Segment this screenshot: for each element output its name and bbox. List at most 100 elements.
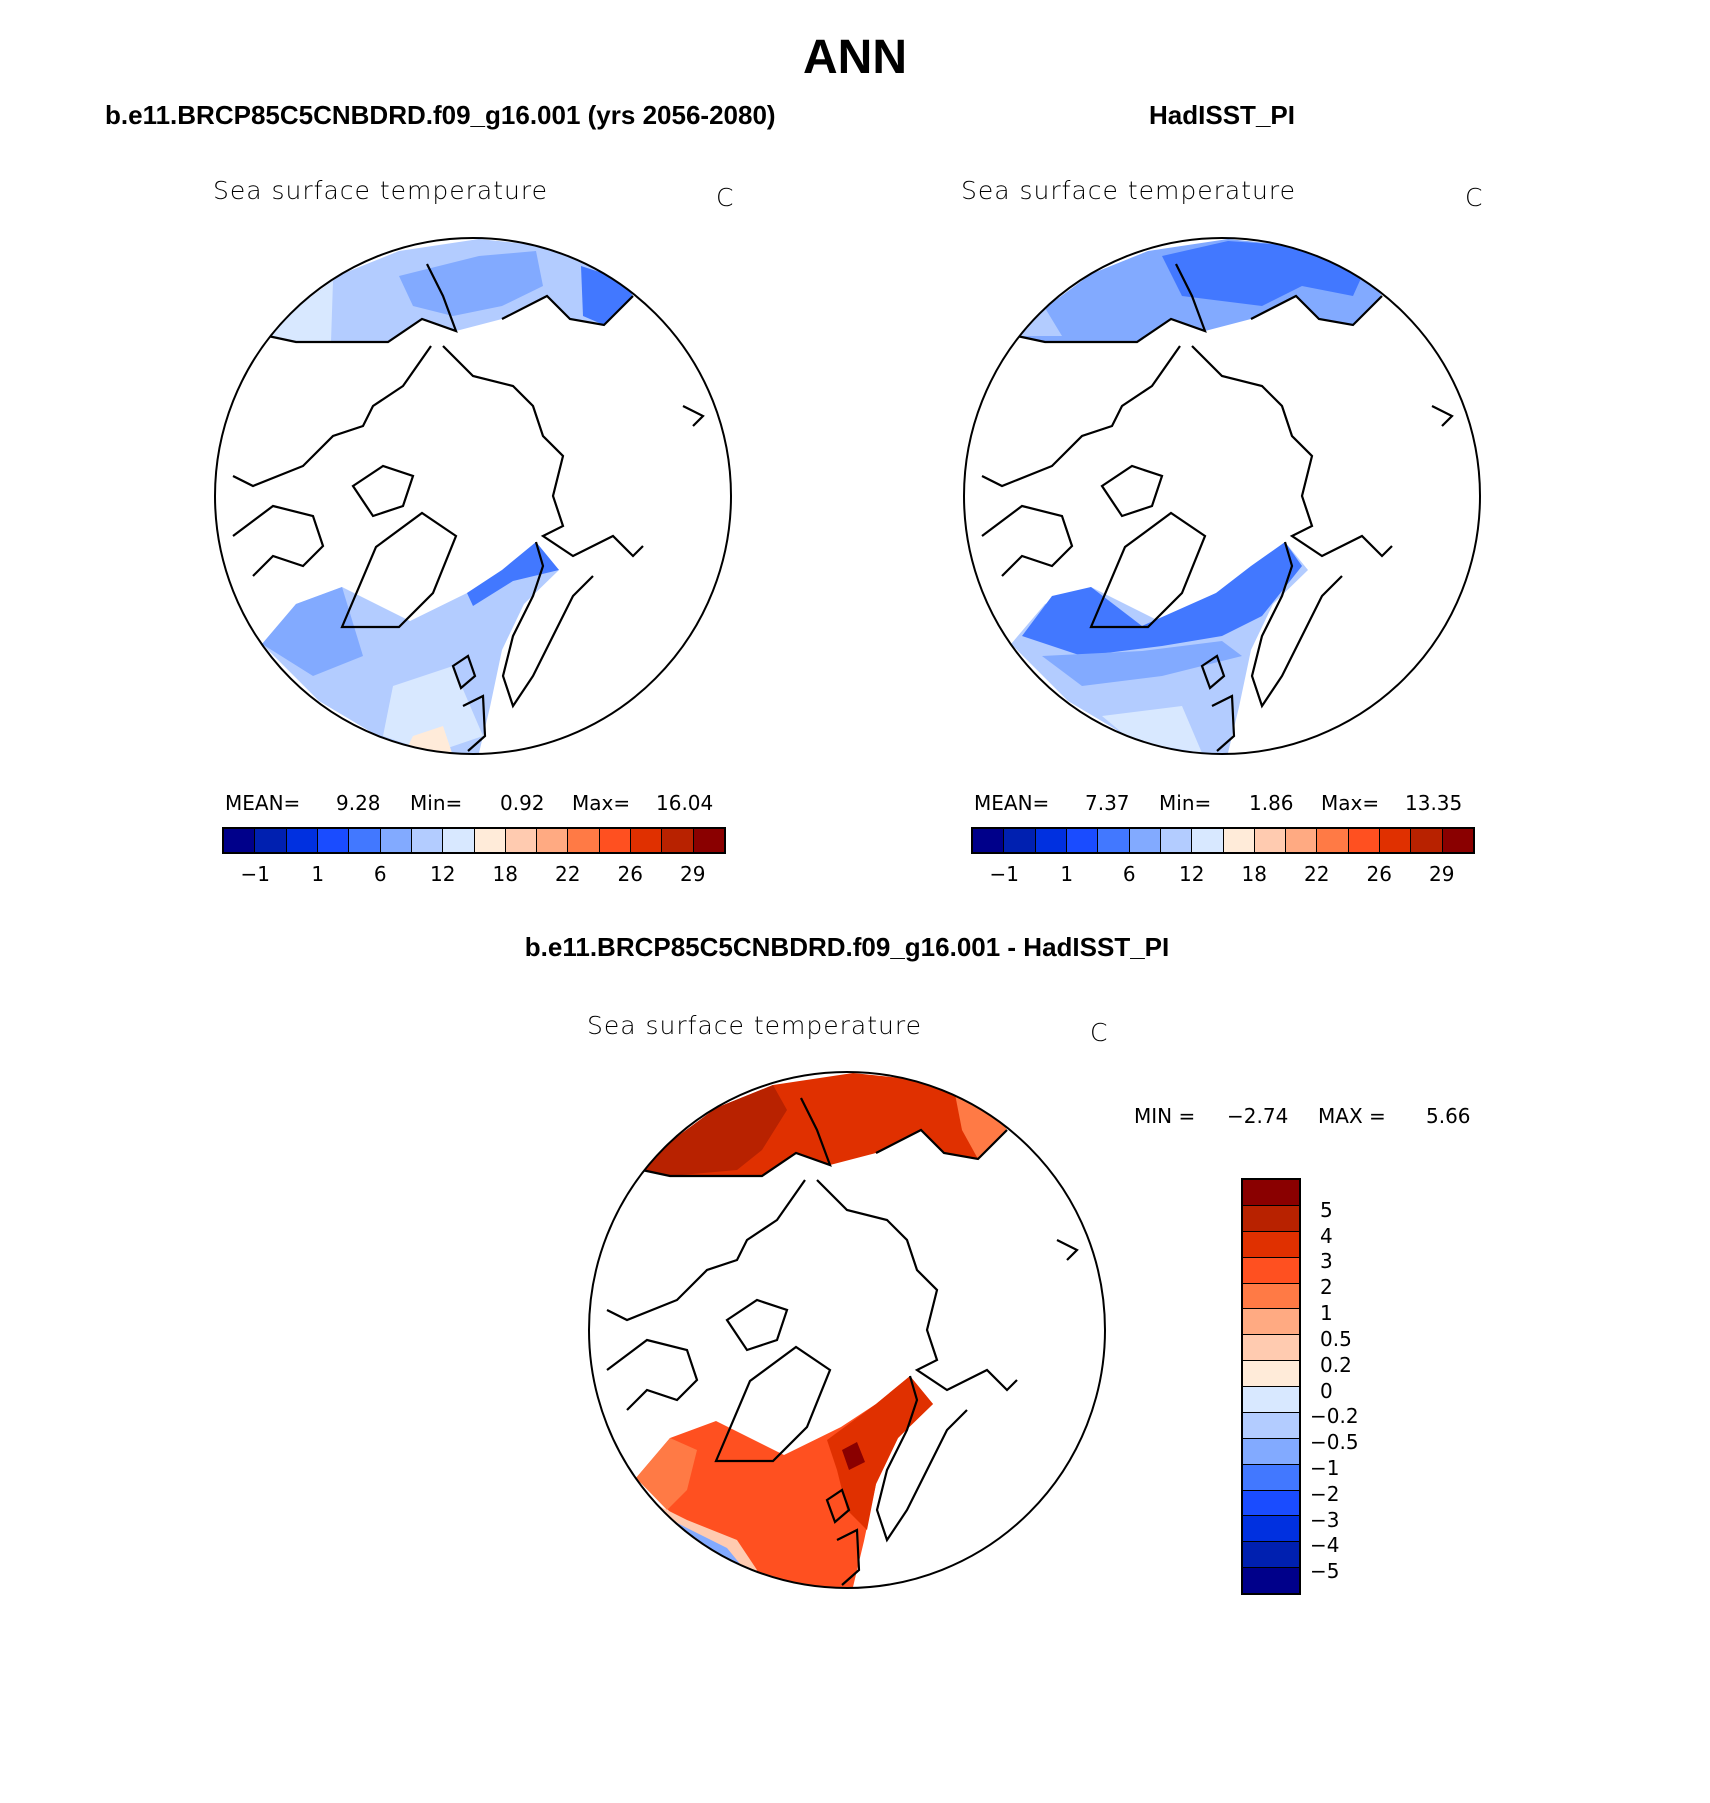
colorbar-box — [505, 829, 538, 852]
colorbar-box — [599, 829, 632, 852]
colorbar-tick-label: −1 — [989, 862, 1019, 886]
colorbar-tick-label: 26 — [617, 862, 643, 886]
colorbar-tick-label: 0 — [1320, 1378, 1333, 1403]
colorbar-tick-label: 29 — [680, 862, 706, 886]
panel2-min-label: Min= — [1159, 791, 1212, 815]
colorbar-box — [568, 829, 600, 852]
panel1-mean-label: MEAN= — [225, 791, 301, 815]
panel2-mean-value: 7.37 — [1085, 791, 1130, 815]
atlantic-sst-cold — [262, 587, 363, 676]
pacific-sst-cold — [1162, 241, 1362, 306]
colorbar-tick-label: 0.5 — [1320, 1326, 1352, 1351]
map-boundary — [588, 1071, 1106, 1589]
colorbar-tick-label: 6 — [373, 862, 387, 886]
colorbar-box — [1254, 829, 1287, 852]
colorbar-box — [1442, 829, 1473, 852]
colorbar-tick-label: 3 — [1320, 1249, 1333, 1274]
colorbar-box — [1317, 829, 1349, 852]
colorbar-tick-label: 1 — [311, 862, 325, 886]
panel1-variable: Sea surface temperature — [213, 176, 548, 205]
colorbar-box — [1243, 1542, 1299, 1569]
colorbar-box — [286, 829, 318, 852]
pacific-anomaly-strong — [642, 1085, 787, 1176]
panel1-mean-value: 9.28 — [336, 791, 381, 815]
colorbar-box — [1160, 829, 1193, 852]
colorbar-box — [1243, 1412, 1299, 1439]
colorbar-tick-label: −1 — [240, 862, 270, 886]
colorbar-tick-label: 18 — [492, 862, 518, 886]
panel2-min-value: 1.86 — [1249, 791, 1294, 815]
colorbar-box — [380, 829, 412, 852]
map-boundary — [214, 237, 732, 755]
diff-subtitle: b.e11.BRCP85C5CNBDRD.f09_g16.001 - HadIS… — [524, 932, 1170, 962]
colorbar-box — [255, 829, 287, 852]
colorbar-tick-label: −3 — [1310, 1507, 1340, 1532]
panel2-subtitle: HadISST_PI — [1149, 100, 1295, 130]
atlantic-anomaly-strong — [827, 1376, 933, 1530]
colorbar-box — [1223, 829, 1255, 852]
colorbar-box — [349, 829, 381, 852]
colorbar-tick-label: 1 — [1320, 1301, 1333, 1326]
panel1-subtitle: b.e11.BRCP85C5CNBDRD.f09_g16.001 (yrs 20… — [105, 100, 776, 130]
panel1-max-label: Max= — [572, 791, 631, 815]
panel2-units: C — [1465, 183, 1484, 212]
colorbar-box — [1411, 829, 1443, 852]
colorbar-tick-label: −0.5 — [1310, 1430, 1359, 1455]
atlantic-anomaly-weak — [636, 1438, 697, 1510]
colorbar-box — [317, 829, 350, 852]
colorbar-box — [1243, 1180, 1299, 1206]
colorbar-box — [1004, 829, 1036, 852]
colorbar-box — [1243, 1309, 1299, 1336]
colorbar-box — [1243, 1335, 1299, 1362]
colorbar-tick-label: 1 — [1060, 862, 1074, 886]
figure-title: ANN — [803, 31, 907, 84]
diff-min-label: MIN = — [1134, 1104, 1196, 1128]
atlantic-sst-coldest — [467, 542, 559, 606]
colorbar-box — [1243, 1283, 1299, 1310]
colorbar-box — [1243, 1387, 1299, 1413]
colorbar-box — [1066, 829, 1099, 852]
colorbar-box — [1243, 1438, 1299, 1465]
panel1-max-value: 16.04 — [656, 791, 714, 815]
map-boundary — [963, 237, 1481, 755]
colorbar-box — [1243, 1361, 1299, 1387]
colorbar-tick-label: 18 — [1241, 862, 1267, 886]
colorbar-tick-label: 4 — [1320, 1223, 1333, 1248]
colorbar-box — [411, 829, 444, 852]
colorbar-tick-label: 22 — [555, 862, 581, 886]
colorbar-tick-label: −5 — [1310, 1559, 1340, 1584]
colorbar-box — [1348, 829, 1381, 852]
diff-colorbar — [1241, 1178, 1301, 1595]
colorbar-box — [1035, 829, 1067, 852]
colorbar-tick-label: 2 — [1320, 1275, 1333, 1300]
diff-variable: Sea surface temperature — [587, 1011, 922, 1040]
colorbar-box — [1243, 1516, 1299, 1543]
panel1-colorbar — [222, 827, 726, 854]
colorbar-box — [1243, 1205, 1299, 1232]
diff-max-value: 5.66 — [1426, 1104, 1471, 1128]
colorbar-tick-label: 22 — [1304, 862, 1330, 886]
colorbar-box — [693, 829, 724, 852]
panel2-colorbar — [971, 827, 1475, 854]
colorbar-tick-label: 0.2 — [1320, 1352, 1352, 1377]
colorbar-tick-label: −2 — [1310, 1481, 1340, 1506]
colorbar-box — [662, 829, 694, 852]
colorbar-box — [1243, 1464, 1299, 1491]
panel1-min-value: 0.92 — [500, 791, 545, 815]
diff-map — [588, 1071, 1106, 1589]
colorbar-box — [537, 829, 569, 852]
panel1-map — [214, 237, 732, 755]
diff-max-label: MAX = — [1318, 1104, 1386, 1128]
colorbar-box — [443, 829, 475, 852]
panel2-mean-label: MEAN= — [974, 791, 1050, 815]
colorbar-tick-label: 12 — [430, 862, 456, 886]
colorbar-box — [1129, 829, 1161, 852]
atlantic-sst-mid — [1042, 641, 1242, 686]
diff-min-value: −2.74 — [1227, 1104, 1289, 1128]
diff-units: C — [1090, 1018, 1109, 1047]
colorbar-box — [474, 829, 506, 852]
colorbar-box — [1192, 829, 1224, 852]
colorbar-box — [1286, 829, 1318, 852]
panel2-max-label: Max= — [1321, 791, 1380, 815]
colorbar-box — [1243, 1231, 1299, 1258]
